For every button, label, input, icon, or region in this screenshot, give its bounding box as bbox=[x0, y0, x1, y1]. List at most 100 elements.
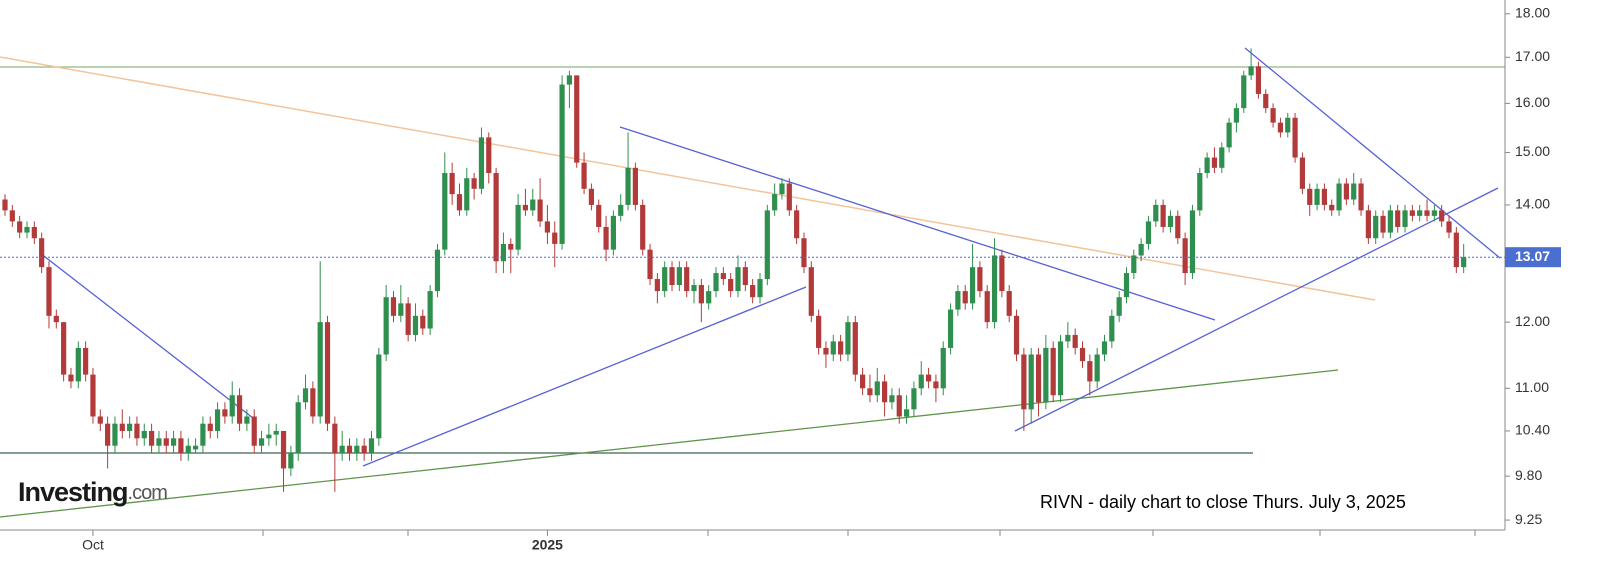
y-tick-label: 12.00 bbox=[1515, 313, 1550, 329]
candle-body bbox=[258, 438, 265, 446]
candle-body bbox=[1409, 210, 1415, 216]
candle-body bbox=[816, 315, 822, 348]
candle-body bbox=[735, 267, 741, 292]
candle-body bbox=[1116, 297, 1122, 316]
candle-body bbox=[874, 381, 880, 396]
candle-body bbox=[1351, 183, 1357, 200]
candle-body bbox=[339, 445, 345, 454]
candle-body bbox=[706, 291, 712, 304]
candle-body bbox=[244, 416, 250, 424]
annotation: RIVN - daily chart to close Thurs. July … bbox=[1040, 492, 1406, 512]
candle-body bbox=[1197, 173, 1203, 211]
candle-body bbox=[544, 221, 551, 233]
candle-body bbox=[442, 173, 448, 250]
candle-body bbox=[1057, 341, 1064, 396]
candle-body bbox=[596, 204, 602, 227]
candle-body bbox=[17, 221, 23, 233]
candle-body bbox=[1065, 334, 1071, 342]
candle-body bbox=[1050, 347, 1056, 396]
candle-body bbox=[860, 374, 866, 389]
candle-body bbox=[764, 210, 770, 280]
y-tick-label: 9.80 bbox=[1515, 467, 1542, 483]
candle-body bbox=[90, 374, 96, 417]
candle-body bbox=[464, 178, 470, 211]
y-tick-label: 18.00 bbox=[1515, 5, 1550, 21]
trend-line bbox=[0, 369, 1339, 518]
candle-body bbox=[1461, 257, 1467, 268]
candle-body bbox=[1101, 341, 1108, 355]
candle-body bbox=[559, 84, 565, 244]
candle-body bbox=[288, 453, 294, 469]
candle-body bbox=[53, 315, 59, 323]
candle-body bbox=[156, 438, 162, 446]
candle-body bbox=[68, 374, 74, 382]
candle-body bbox=[1270, 108, 1276, 123]
trend-lines bbox=[0, 47, 1505, 518]
candle-body bbox=[1182, 238, 1188, 274]
candle-body bbox=[515, 204, 521, 250]
trend-line bbox=[1014, 187, 1499, 432]
candle-body bbox=[1167, 215, 1174, 227]
candle-body bbox=[1336, 183, 1342, 211]
candle-body bbox=[772, 194, 778, 211]
candle-body bbox=[412, 315, 419, 335]
candle-body bbox=[1417, 210, 1423, 216]
candle-body bbox=[925, 374, 932, 382]
candle-body bbox=[222, 409, 228, 417]
candle-body bbox=[1431, 210, 1437, 216]
candle-body bbox=[1189, 210, 1196, 274]
y-tick-label: 11.00 bbox=[1515, 379, 1549, 395]
candle-body bbox=[97, 416, 103, 424]
y-tick-label: 16.00 bbox=[1515, 94, 1550, 110]
candle-body bbox=[911, 388, 917, 410]
candle-body bbox=[1373, 215, 1379, 239]
candle-body bbox=[1424, 210, 1430, 216]
candle-body bbox=[779, 183, 785, 195]
candle-body bbox=[376, 354, 382, 439]
x-tick-label: 2025 bbox=[532, 537, 563, 553]
candle-body bbox=[361, 445, 367, 454]
trend-line bbox=[619, 126, 1216, 321]
candle-body bbox=[229, 395, 235, 417]
candle-body bbox=[662, 267, 668, 292]
candle-body bbox=[588, 188, 594, 205]
candle-body bbox=[977, 267, 983, 292]
candle-body bbox=[999, 255, 1005, 292]
candle-body bbox=[486, 137, 492, 174]
candle-body bbox=[742, 267, 748, 286]
candle-body bbox=[940, 347, 946, 389]
candle-body bbox=[149, 430, 155, 446]
candle-body bbox=[266, 434, 272, 439]
candle-body bbox=[845, 322, 851, 355]
candle-body bbox=[302, 388, 309, 403]
candle-body bbox=[955, 291, 961, 310]
candle-body bbox=[1211, 157, 1218, 168]
candle-body bbox=[493, 173, 499, 262]
candle-body bbox=[1043, 347, 1049, 403]
candle-body bbox=[896, 395, 902, 417]
candle-body bbox=[1395, 210, 1401, 227]
candle-body bbox=[1358, 183, 1364, 211]
watermark-brand: Investing bbox=[18, 477, 128, 507]
candle-body bbox=[1329, 204, 1335, 211]
candle-body bbox=[991, 255, 998, 323]
candle-body bbox=[1226, 122, 1232, 148]
candle-body bbox=[273, 430, 279, 435]
candle-body bbox=[31, 226, 37, 239]
candle-body bbox=[508, 243, 514, 250]
candle-body bbox=[24, 226, 30, 233]
candle-body bbox=[566, 75, 573, 85]
candle-body bbox=[1109, 315, 1115, 342]
candle-body bbox=[39, 238, 45, 268]
candle-body bbox=[889, 395, 895, 403]
y-tick-label: 9.25 bbox=[1515, 511, 1542, 527]
y-tick-label: 17.00 bbox=[1515, 48, 1550, 64]
trend-line bbox=[0, 56, 1376, 301]
last-price-label: 13.07 bbox=[1515, 248, 1550, 264]
watermark: Investing.com bbox=[18, 477, 167, 507]
candle-body bbox=[1123, 273, 1130, 298]
candle-body bbox=[618, 204, 624, 216]
candle-body bbox=[207, 423, 213, 431]
candle-body bbox=[420, 315, 426, 329]
candle-body bbox=[625, 167, 631, 205]
